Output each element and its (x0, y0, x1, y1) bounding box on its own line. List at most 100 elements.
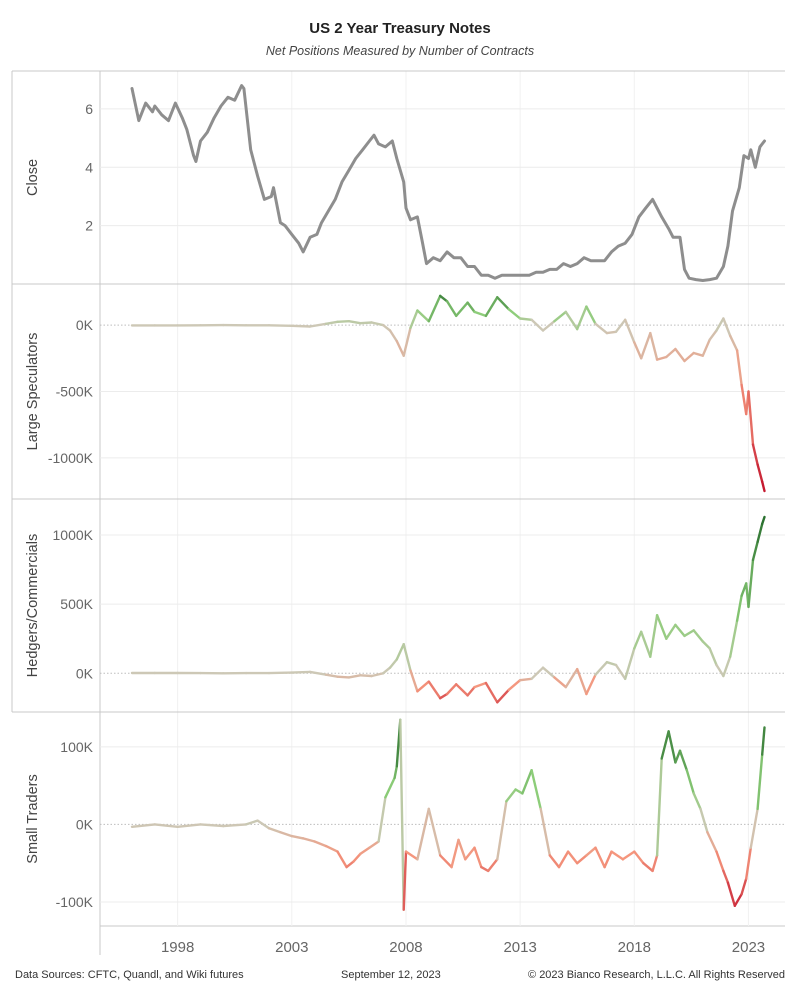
y-tick-label: 0K (76, 816, 94, 832)
series-segment (674, 347, 686, 363)
series-segment (313, 840, 328, 848)
series-segment (564, 310, 579, 331)
series-segment (701, 640, 711, 650)
series-segment (267, 671, 293, 675)
x-tick-label: 2003 (275, 939, 308, 956)
series-segment (667, 730, 677, 764)
series-segment (751, 443, 759, 466)
series-segment (692, 351, 704, 357)
x-tick-label: 2008 (389, 939, 422, 956)
panel-0: Close 2 4 6 (25, 84, 785, 282)
series-segment (388, 329, 398, 343)
series-segment (722, 317, 732, 337)
series-segment (564, 667, 579, 689)
series-segment (381, 666, 392, 675)
series-segment (345, 860, 355, 869)
series-segment (244, 819, 259, 826)
series-segment (642, 862, 654, 873)
series-segment (594, 661, 609, 676)
series-segment (290, 670, 312, 674)
series-segment (267, 827, 282, 834)
series-segment (699, 807, 709, 834)
series-segment (473, 846, 483, 869)
series-segment (585, 673, 597, 696)
chart-subtitle: Net Positions Measured by Number of Cont… (265, 44, 535, 58)
y-tick-label: 0K (76, 317, 94, 333)
series-segment (729, 619, 739, 658)
series-segment (708, 647, 718, 667)
series-segment (484, 296, 499, 318)
y-axis-title: Large Speculators (25, 333, 41, 451)
series-segment (610, 850, 625, 861)
series-segment (576, 854, 588, 865)
series-segment (761, 480, 766, 493)
y-tick-label: 2 (85, 218, 93, 234)
series-segment (427, 294, 442, 323)
series-segment (370, 321, 385, 327)
series-segment (324, 320, 339, 325)
series-segment (749, 807, 759, 849)
series-segment (324, 673, 339, 678)
series-segment (655, 757, 663, 857)
close-line (130, 84, 766, 282)
series-segment (507, 308, 522, 320)
series-segment (655, 614, 668, 640)
series-line (130, 718, 766, 911)
series-segment (735, 349, 743, 387)
series-segment (541, 666, 556, 679)
series-segment (614, 318, 627, 333)
series-segment (521, 769, 533, 795)
series-segment (399, 718, 405, 911)
series-segment (455, 683, 469, 697)
series-segment (726, 881, 736, 907)
series-segment (733, 893, 743, 907)
panel-2: Hedgers/Commercials 0K 500K 1000K (25, 515, 785, 704)
series-segment (585, 305, 597, 325)
chart-title: US 2 Year Treasury Notes (309, 20, 491, 37)
series-segment (290, 834, 305, 840)
series-segment (496, 296, 510, 311)
series-segment (439, 692, 449, 700)
series-segment (576, 305, 588, 331)
series-segment (665, 623, 677, 640)
series-line (130, 515, 766, 704)
x-tick-label: 2018 (618, 939, 651, 956)
series-segment (473, 681, 488, 689)
series-segment (352, 852, 362, 863)
series-segment (416, 807, 430, 861)
series-segment (603, 850, 613, 869)
series-segment (302, 837, 316, 843)
y-tick-label: -100K (56, 894, 94, 910)
series-segment (514, 788, 524, 795)
series-segment (530, 769, 542, 811)
series-segment (518, 317, 533, 321)
series-segment (621, 850, 636, 861)
x-tick-label: 1998 (161, 939, 194, 956)
series-segment (427, 680, 442, 700)
series-segment (530, 318, 545, 332)
series-segment (466, 301, 476, 314)
series-line (130, 84, 766, 282)
series-segment (402, 643, 412, 672)
series-segment (740, 383, 748, 416)
series-segment (722, 655, 732, 678)
series-segment (336, 320, 351, 323)
series-segment (594, 322, 609, 335)
series-segment (747, 558, 755, 609)
series-segment (756, 753, 764, 811)
series-segment (347, 320, 362, 325)
series-segment (395, 339, 405, 357)
series-segment (384, 776, 396, 799)
series-segment (130, 823, 157, 828)
series-segment (445, 300, 458, 318)
panel-1: Large Speculators 0K -500K -1000K (25, 294, 785, 493)
y-axis-title: Close (25, 159, 41, 196)
series-segment (484, 681, 499, 704)
series-segment (153, 823, 179, 828)
series-segment (505, 788, 517, 803)
series-segment (455, 301, 469, 318)
series-segment (377, 796, 387, 843)
series-segment (706, 831, 718, 853)
series-segment (267, 324, 293, 327)
y-axis-title: Hedgers/Commercials (25, 534, 41, 677)
